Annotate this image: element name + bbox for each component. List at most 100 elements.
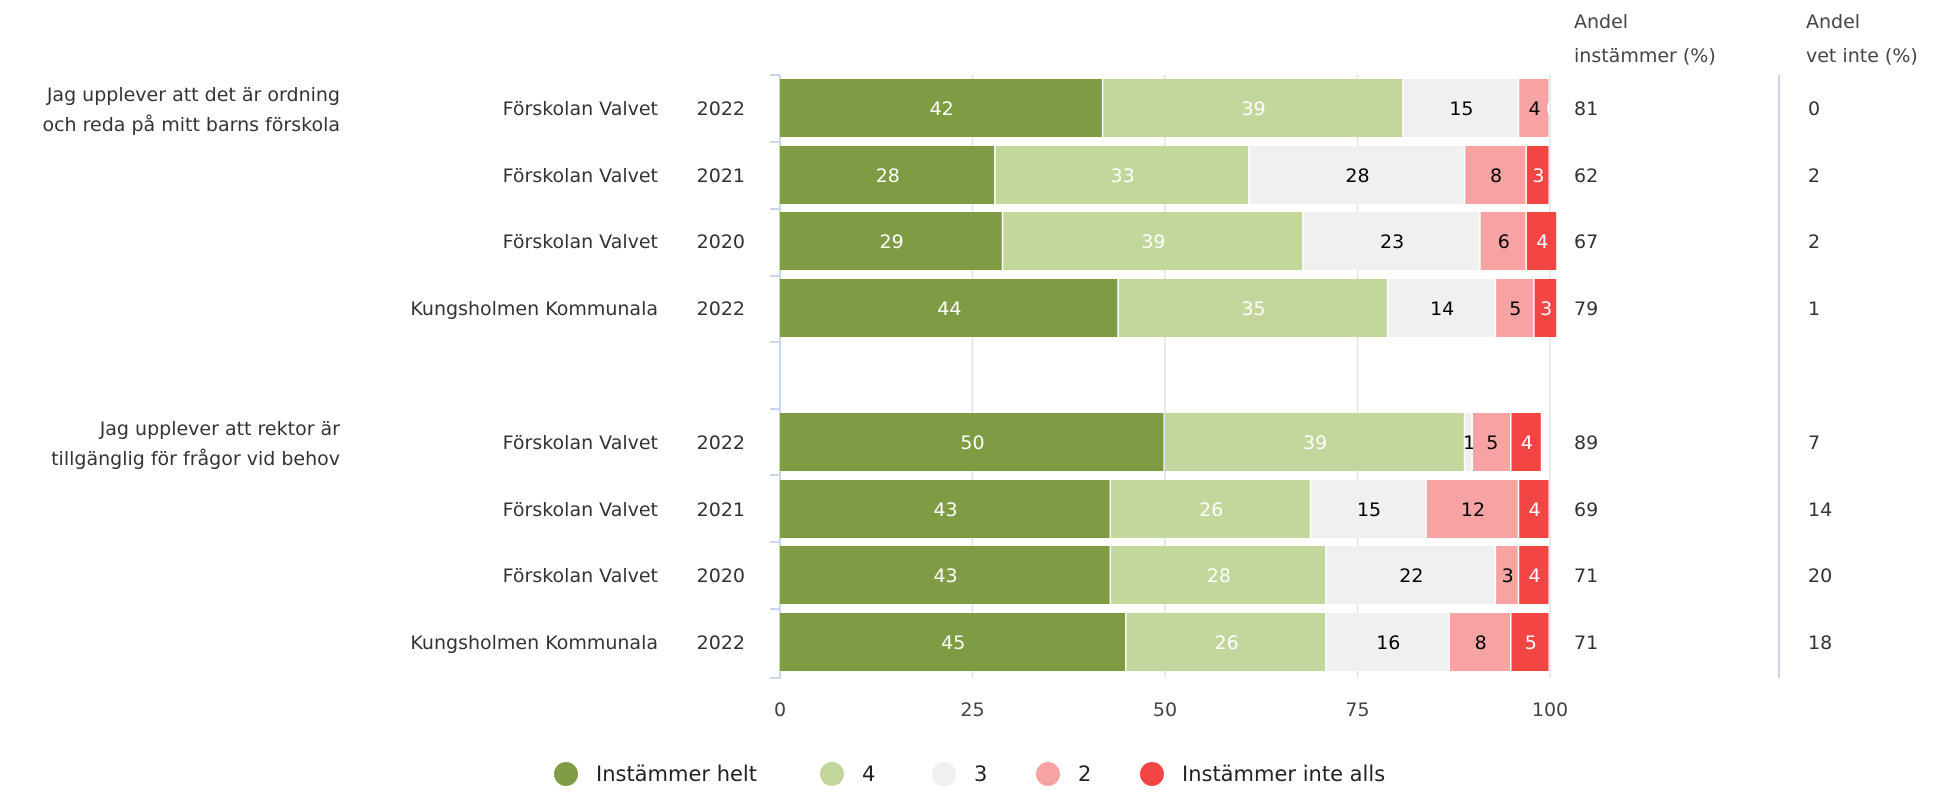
- agree-share-value: 71: [1574, 565, 1598, 587]
- bar-segment: [780, 546, 1110, 604]
- row-year-label: 2022: [697, 632, 745, 654]
- legend-swatch: [554, 762, 578, 786]
- bar-value-label: 6: [1498, 231, 1510, 253]
- bar-value-label: 28: [1345, 165, 1369, 187]
- bar-segment: [780, 613, 1125, 671]
- bar-value-label: 35: [1241, 298, 1265, 320]
- legend-label: 3: [974, 762, 987, 786]
- bar-value-label: 3: [1540, 298, 1552, 320]
- x-tick-label: 75: [1345, 699, 1369, 721]
- row-year-label: 2022: [697, 98, 745, 120]
- bar-value-label: 1: [1463, 432, 1475, 454]
- bar-segment: [780, 79, 1102, 137]
- bar-segment: [780, 413, 1164, 471]
- row-unit-label: Förskolan Valvet: [503, 432, 658, 454]
- dont-know-share-value: 0: [1808, 98, 1820, 120]
- bar-segment: [1126, 613, 1326, 671]
- bar-segment: [1103, 79, 1403, 137]
- bar-value-label: 16: [1376, 632, 1400, 654]
- bar-value-label: 42: [930, 98, 954, 120]
- bar-value-label: 28: [1207, 565, 1231, 587]
- bar-segment: [1003, 212, 1303, 270]
- bar-value-label: 4: [1529, 499, 1541, 521]
- bar-segment: [1519, 79, 1549, 137]
- bar-segment: [780, 480, 1110, 538]
- bar-value-label: 5: [1486, 432, 1498, 454]
- bar-segment: [1165, 413, 1464, 471]
- row-year-label: 2022: [697, 432, 745, 454]
- bar-value-label: 45: [941, 632, 965, 654]
- bar-segment: [1526, 212, 1557, 270]
- bar-segment: [1111, 480, 1310, 538]
- bar-segment: [780, 279, 1118, 337]
- bar-segment: [1403, 79, 1518, 137]
- bar-value-label: 39: [1303, 432, 1327, 454]
- bar-value-label: 39: [1141, 231, 1165, 253]
- dont-know-share-value: 18: [1808, 632, 1832, 654]
- bar-segment: [1249, 146, 1464, 204]
- x-tick-label: 100: [1532, 699, 1568, 721]
- bar-segment: [1465, 413, 1472, 471]
- legend-swatch: [932, 762, 956, 786]
- bar-segment: [1496, 546, 1518, 604]
- agree-share-value: 62: [1574, 165, 1598, 187]
- bar-value-label: 23: [1380, 231, 1404, 253]
- bar-value-label: 12: [1461, 499, 1485, 521]
- bar-segment: [1511, 613, 1549, 671]
- row-year-label: 2021: [697, 499, 745, 521]
- bar-value-label: 15: [1357, 499, 1381, 521]
- bar-segment: [1388, 279, 1495, 337]
- legend-swatch: [1140, 762, 1164, 786]
- bar-segment: [1519, 480, 1549, 538]
- bar-segment: [1303, 212, 1480, 270]
- bar-value-label: 4: [1529, 98, 1541, 120]
- bar-segment: [1326, 613, 1449, 671]
- bar-segment: [1496, 279, 1534, 337]
- dont-know-share-value: 14: [1808, 499, 1832, 521]
- row-unit-label: Förskolan Valvet: [503, 231, 658, 253]
- row-unit-label: Förskolan Valvet: [503, 499, 658, 521]
- agree-share-value: 69: [1574, 499, 1598, 521]
- row-unit-label: Kungsholmen Kommunala: [410, 632, 658, 654]
- bar-segment: [780, 212, 1002, 270]
- bar-value-label: 5: [1509, 298, 1521, 320]
- x-tick-label: 0: [774, 699, 786, 721]
- bar-value-label: 33: [1111, 165, 1135, 187]
- column-header: instämmer (%): [1574, 45, 1716, 67]
- bar-segment: [1526, 146, 1549, 204]
- bar-segment: [1473, 413, 1510, 471]
- row-unit-label: Förskolan Valvet: [503, 565, 658, 587]
- legend-label: 2: [1078, 762, 1091, 786]
- bar-value-label: 4: [1529, 565, 1541, 587]
- bar-value-label: 15: [1449, 98, 1473, 120]
- dont-know-share-value: 2: [1808, 165, 1820, 187]
- row-year-label: 2022: [697, 298, 745, 320]
- bar-value-label: 26: [1199, 499, 1223, 521]
- bar-segment: [1311, 480, 1426, 538]
- bar-segment: [1511, 413, 1541, 471]
- agree-share-value: 79: [1574, 298, 1598, 320]
- bar-value-label: 44: [937, 298, 961, 320]
- row-unit-label: Förskolan Valvet: [503, 98, 658, 120]
- column-header: vet inte (%): [1806, 45, 1918, 67]
- bar-value-label: 4: [1521, 432, 1533, 454]
- bar-value-label: 39: [1241, 98, 1265, 120]
- bar-value-label: 43: [933, 499, 957, 521]
- bar-segment: [995, 146, 1249, 204]
- bar-value-label: 22: [1399, 565, 1423, 587]
- legend-swatch: [820, 762, 844, 786]
- dont-know-share-value: 1: [1808, 298, 1820, 320]
- question-label: tillgänglig för frågor vid behov: [51, 447, 340, 470]
- bar-segment: [1118, 279, 1387, 337]
- bar-value-label: 8: [1475, 632, 1487, 654]
- legend-label: Instämmer inte alls: [1182, 762, 1385, 786]
- agree-share-value: 71: [1574, 632, 1598, 654]
- bar-value-label: 8: [1490, 165, 1502, 187]
- bar-segment: [1519, 546, 1549, 604]
- bar-segment: [1465, 146, 1526, 204]
- bar-value-label: 26: [1215, 632, 1239, 654]
- dont-know-share-value: 7: [1808, 432, 1820, 454]
- bar-value-label: 5: [1525, 632, 1537, 654]
- dont-know-share-value: 20: [1808, 565, 1832, 587]
